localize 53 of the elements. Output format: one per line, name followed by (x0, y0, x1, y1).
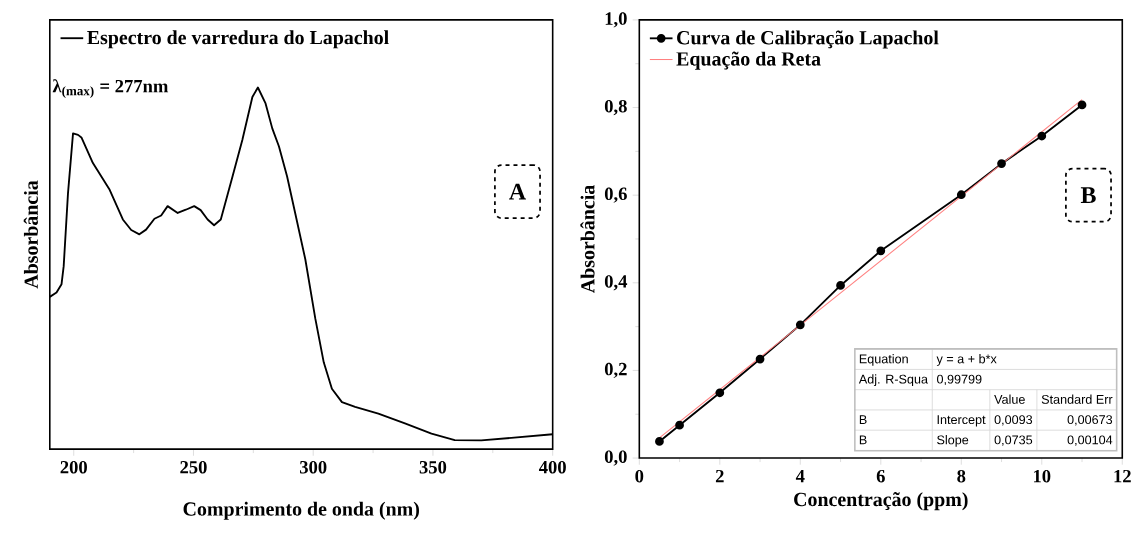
y-tick-label: 1,0 (605, 12, 627, 28)
x-tick-label: 8 (957, 470, 966, 483)
annotation: 0,0735 (994, 435, 1033, 447)
x-tick-label: 2 (715, 470, 724, 483)
x-tick-label: 12 (1114, 470, 1131, 483)
y-axis-title: Absorbância (580, 185, 595, 294)
point (997, 159, 1006, 169)
legend-label: Espectro de varredura do Lapachol (87, 30, 389, 49)
annotation: Standard Err (1041, 394, 1113, 405)
y-tick-label: 0,6 (604, 187, 627, 203)
annotation: 0,00104 (1067, 435, 1113, 447)
annotation: 0,99799 (937, 374, 982, 386)
point (675, 420, 684, 430)
annotation: Adj. R-Squa (858, 374, 928, 387)
legend-label: Curva de Calibração Lapachol (677, 30, 939, 49)
point (755, 354, 765, 364)
y-axis-title: Absorbância (23, 180, 38, 289)
point (1037, 131, 1047, 141)
annotation: 0,00673 (1067, 415, 1113, 426)
x-tick-label: 400 (538, 461, 566, 474)
point (876, 246, 886, 256)
y-tick-label: 0,4 (604, 275, 628, 291)
x-tick-label: 4 (795, 470, 805, 483)
x-tick-label: 300 (299, 461, 327, 474)
annotation: Equation (859, 354, 908, 367)
y-tick-label: 0,8 (604, 100, 627, 116)
x-tick-label: 0 (635, 470, 644, 483)
y-tick-label: 0,0 (604, 450, 627, 466)
annotation: y = a + b*x (936, 354, 997, 367)
annotation: B (1080, 187, 1096, 204)
point (715, 388, 725, 398)
annotation: A (509, 183, 526, 200)
x-tick-label: 250 (180, 461, 207, 474)
annotation: 0,0093 (994, 415, 1033, 426)
annotation: B (859, 435, 867, 445)
point (1077, 100, 1087, 110)
point (956, 190, 966, 200)
point (655, 437, 664, 446)
y-tick-label: 0,2 (604, 362, 627, 379)
annotation: Intercept (937, 415, 986, 427)
x-tick-label: 10 (1033, 470, 1051, 483)
x-tick-label: 6 (876, 470, 885, 483)
x-axis-title: Concentração (ppm) (794, 492, 968, 511)
x-axis-title: Comprimento de onda (nm) (183, 501, 419, 520)
x-tick-label: 200 (60, 461, 87, 474)
annotation: Slope (937, 435, 969, 448)
annotation: B (859, 415, 867, 425)
legend-label: Equação da Reta (676, 51, 821, 70)
x-tick-label: 350 (419, 461, 447, 474)
point (795, 320, 805, 330)
annotation: Value (994, 394, 1025, 405)
annotation: λ$_{(max)}$ = 277nm (52, 79, 169, 99)
point (836, 281, 845, 290)
